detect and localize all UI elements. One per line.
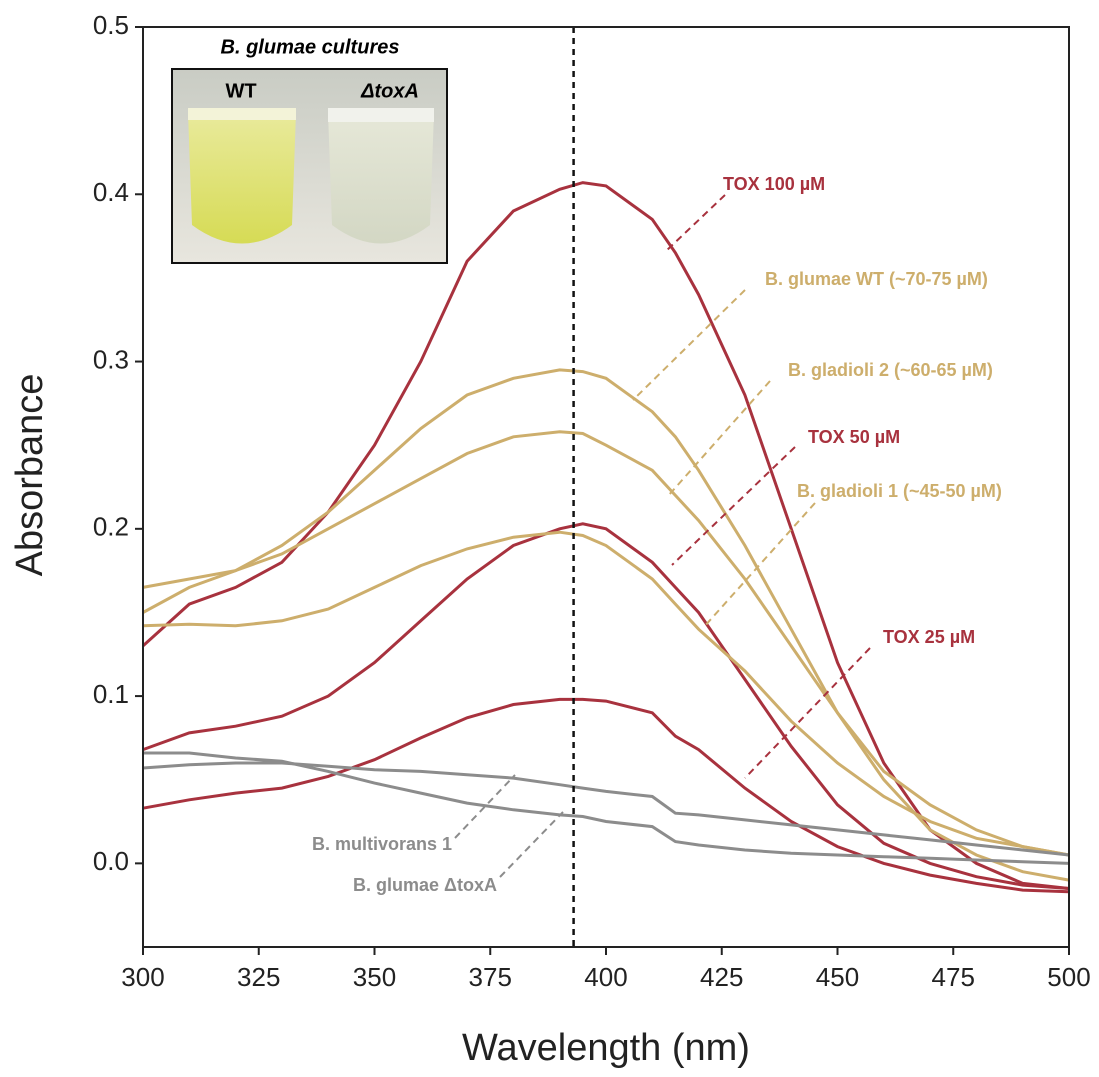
foam xyxy=(188,108,296,120)
plot-frame xyxy=(142,26,1070,948)
leader-line xyxy=(454,774,516,839)
series-label: TOX 50 µM xyxy=(808,427,900,447)
y-tick-label: 0.5 xyxy=(93,10,129,40)
series-label: B. glumae WT (~70-75 µM) xyxy=(765,269,988,289)
series-line xyxy=(143,751,1070,865)
x-tick-label: 300 xyxy=(121,962,164,992)
series-line xyxy=(142,761,1070,857)
y-tick-label: 0.0 xyxy=(93,846,129,876)
series-line xyxy=(142,430,1070,857)
x-tick-label: 325 xyxy=(237,962,280,992)
inset: B. glumae cultures WT ΔtoxA xyxy=(171,36,448,264)
leader-line xyxy=(632,289,746,401)
leader-line xyxy=(667,380,771,497)
series-label: B. glumae ΔtoxA xyxy=(353,875,497,895)
series-label: TOX 25 µM xyxy=(883,627,975,647)
x-tick-label: 475 xyxy=(932,962,975,992)
x-tick-label: 400 xyxy=(584,962,627,992)
y-tick-label: 0.4 xyxy=(93,177,129,207)
y-axis-label: Absorbance xyxy=(9,374,51,577)
inset-label: ΔtoxA xyxy=(360,80,419,102)
leader-line xyxy=(664,194,726,253)
y-tick-label: 0.3 xyxy=(93,344,129,374)
x-tick-label: 425 xyxy=(700,962,743,992)
series-label: TOX 100 µM xyxy=(723,174,825,194)
series-line xyxy=(142,368,1070,882)
x-tick-label: 450 xyxy=(816,962,859,992)
wt-culture xyxy=(188,112,296,244)
leader-line xyxy=(702,502,816,629)
series-line xyxy=(142,522,1070,890)
x-tick-label: 375 xyxy=(469,962,512,992)
x-tick-label: 350 xyxy=(353,962,396,992)
series-line xyxy=(142,530,1070,857)
leader-line xyxy=(499,811,564,878)
series-line xyxy=(141,181,1070,890)
inset-title: B. glumae cultures xyxy=(221,36,400,58)
y-tick-label: 0.2 xyxy=(93,512,129,542)
y-tick-label: 0.1 xyxy=(93,679,129,709)
inset-label: WT xyxy=(225,80,256,102)
series-label: B. gladioli 2 (~60-65 µM) xyxy=(788,360,993,380)
toxa-culture xyxy=(328,112,434,244)
leader-line xyxy=(744,647,871,779)
foam xyxy=(328,108,434,122)
series-line xyxy=(142,697,1070,894)
series-label: B. multivorans 1 xyxy=(312,834,452,854)
series-label: B. gladioli 1 (~45-50 µM) xyxy=(797,481,1002,501)
leader-line xyxy=(671,446,796,566)
x-axis-label: Wavelength (nm) xyxy=(462,1027,750,1069)
x-tick-label: 500 xyxy=(1047,962,1090,992)
